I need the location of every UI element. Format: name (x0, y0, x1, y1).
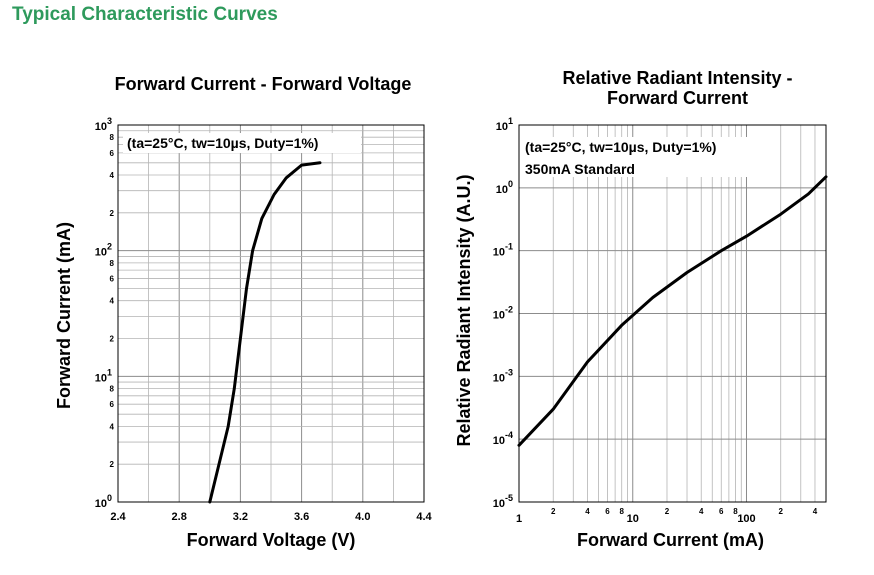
conditions-note: (ta=25°C, tw=10µs, Duty=1%) (127, 135, 318, 151)
y-minor-tick-label: 4 (110, 171, 115, 180)
y-minor-tick-label: 2 (110, 209, 115, 218)
x-tick-label: 2.4 (110, 511, 126, 523)
y-minor-tick-label: 6 (110, 275, 115, 284)
y-minor-tick-label: 8 (110, 259, 115, 268)
chart-title: Relative Radiant Intensity - (562, 68, 792, 88)
y-tick-label-base: 10 (493, 498, 505, 510)
y-tick-label: 10-4 (493, 430, 513, 447)
y-tick-label-exponent: 1 (508, 116, 513, 126)
x-minor-tick-label: 8 (733, 507, 738, 516)
y-tick-label-base: 10 (496, 121, 508, 133)
y-tick-label-base: 10 (496, 184, 508, 196)
y-tick-label-exponent: -1 (505, 242, 513, 252)
y-tick-label-base: 10 (95, 247, 107, 259)
x-axis-label: Forward Current (mA) (577, 530, 764, 550)
x-minor-tick-label: 2 (551, 507, 556, 516)
forward-voltage-chart: Forward Current - Forward Voltage 2.4 2.8 3… (54, 74, 433, 550)
y-tick-label: 10-2 (493, 305, 513, 322)
chart-title: Forward Current - Forward Voltage (115, 74, 412, 94)
x-tick-label: 1 (516, 513, 522, 525)
y-tick-label-exponent: -2 (505, 305, 513, 315)
y-tick-label: 10-3 (493, 367, 513, 384)
y-tick-label-base: 10 (493, 247, 505, 259)
y-tick-label-exponent: 0 (107, 493, 112, 503)
y-tick-label-exponent: -5 (505, 493, 513, 503)
y-minor-tick-label: 8 (110, 133, 115, 142)
y-minor-tick-label: 2 (110, 335, 115, 344)
x-minor-tick-label: 4 (585, 507, 590, 516)
y-tick-label: 10-1 (493, 242, 513, 259)
chart-title: Forward Current (607, 88, 748, 108)
y-tick-label-exponent: 2 (107, 242, 112, 252)
y-tick-label-exponent: 1 (107, 367, 112, 377)
y-tick-label: 103 (95, 116, 112, 133)
standard-note: 350mA Standard (525, 161, 635, 177)
y-tick-label-base: 10 (95, 121, 107, 133)
y-axis-label: Forward Current (mA) (54, 222, 74, 409)
y-tick-label-exponent: 0 (508, 179, 513, 189)
y-tick-label-exponent: 3 (107, 116, 112, 126)
y-tick-label: 101 (496, 116, 513, 133)
radiant-intensity-curve (517, 175, 828, 447)
radiant-intensity-chart: Relative Radiant Intensity -Forward Curr… (454, 68, 828, 550)
x-tick-label: 4.0 (355, 511, 370, 523)
x-tick-label: 3.6 (294, 511, 309, 523)
note-background (123, 133, 361, 153)
y-tick-label-base: 10 (95, 498, 107, 510)
y-minor-tick-label: 2 (110, 460, 115, 469)
y-tick-label: 102 (95, 242, 112, 259)
x-minor-tick-label: 8 (619, 507, 624, 516)
x-minor-tick-label: 6 (605, 507, 610, 516)
conditions-note: (ta=25°C, tw=10µs, Duty=1%) (525, 139, 716, 155)
x-tick-label: 2.8 (172, 511, 187, 523)
y-minor-tick-label: 6 (110, 400, 115, 409)
section-title: Typical Characteristic Curves (12, 4, 278, 25)
y-tick-label-base: 10 (493, 372, 505, 384)
y-tick-label-base: 10 (493, 310, 505, 322)
y-tick-label-base: 10 (493, 435, 505, 447)
plot-frame (518, 124, 827, 503)
y-minor-tick-label: 6 (110, 149, 115, 158)
x-tick-label: 3.2 (233, 511, 248, 523)
y-axis-label: Relative Radiant Intensity (A.U.) (454, 174, 474, 446)
forward-current-curve (208, 161, 322, 504)
x-tick-label: 10 (627, 513, 639, 525)
x-axis-label: Forward Voltage (V) (187, 530, 356, 550)
y-minor-tick-label: 4 (110, 422, 115, 431)
y-minor-tick-label: 4 (110, 297, 115, 306)
x-tick-label: 4.4 (416, 511, 432, 523)
x-minor-tick-label: 4 (813, 507, 818, 516)
plot-frame (117, 124, 425, 503)
y-minor-tick-label: 8 (110, 385, 115, 394)
y-tick-label: 100 (496, 179, 513, 196)
y-tick-label-exponent: -4 (505, 430, 513, 440)
y-tick-label: 100 (95, 493, 112, 510)
y-tick-label-base: 10 (95, 372, 107, 384)
x-minor-tick-label: 6 (719, 507, 724, 516)
x-minor-tick-label: 4 (699, 507, 704, 516)
x-minor-tick-label: 2 (665, 507, 670, 516)
y-tick-label: 101 (95, 367, 112, 384)
x-minor-tick-label: 2 (779, 507, 784, 516)
y-tick-label: 10-5 (493, 493, 513, 510)
y-tick-label-exponent: -3 (505, 367, 513, 377)
x-tick-label: 100 (737, 513, 755, 525)
note-background (522, 137, 754, 177)
